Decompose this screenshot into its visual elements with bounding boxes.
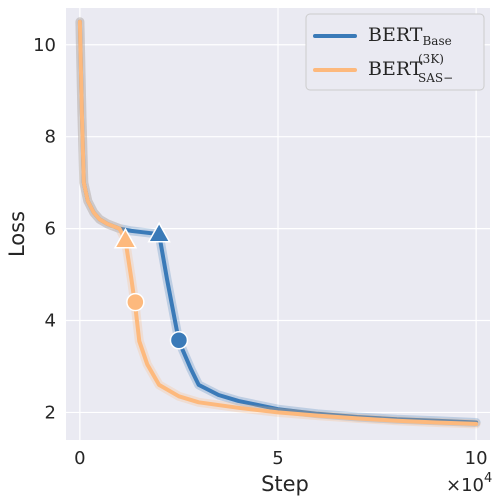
y-axis-label: Loss [5,211,29,257]
tick-labels: 0 5 10 2 4 6 8 10 [33,35,487,469]
y-tick-label: 6 [45,219,56,240]
x-axis-label: Step [261,472,309,496]
y-tick-label: 4 [45,311,56,332]
circle-marker [169,331,189,350]
x-tick-label: 10 [465,448,488,469]
legend-label-bert-base: BERTBase [368,24,452,48]
y-tick-label: 2 [45,402,56,423]
y-tick-label: 10 [33,35,56,56]
marker-layer [113,221,189,350]
triangle-marker [147,221,171,243]
circle-marker [126,292,145,312]
x-tick-label: 5 [272,448,283,469]
series-layer [75,17,481,429]
legend-label-bert-sas: BERT(3K) SAS− [368,52,453,85]
y-tick-label: 8 [45,127,56,148]
x-multiplier-exponent: 4 [484,471,492,486]
x-multiplier-base: ×10 [446,475,484,496]
x-multiplier: ×104 [446,471,492,496]
triangle-marker [113,227,138,249]
legend: BERTBase BERT(3K) SAS− [305,13,485,91]
x-tick-label: 0 [74,448,85,469]
series-line-1 [77,19,479,426]
